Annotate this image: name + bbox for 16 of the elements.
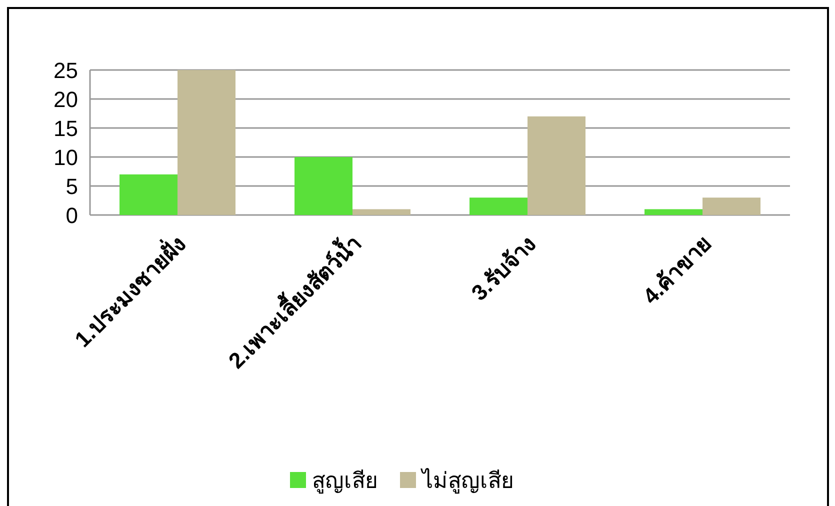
y-tick-label: 5 <box>66 174 78 199</box>
bar <box>470 198 528 215</box>
bar <box>294 157 352 215</box>
bar <box>352 209 410 215</box>
bar <box>644 209 702 215</box>
legend-label: ไม่สูญเสีย <box>420 468 514 494</box>
y-tick-label: 25 <box>54 58 78 83</box>
y-tick-label: 10 <box>54 145 78 170</box>
y-tick-label: 15 <box>54 116 78 141</box>
bar <box>702 198 760 215</box>
bar <box>120 174 178 215</box>
bar <box>528 116 586 215</box>
legend-label: สูญเสีย <box>312 468 378 494</box>
bar <box>178 70 236 215</box>
y-tick-label: 20 <box>54 87 78 112</box>
y-tick-label: 0 <box>66 203 78 228</box>
